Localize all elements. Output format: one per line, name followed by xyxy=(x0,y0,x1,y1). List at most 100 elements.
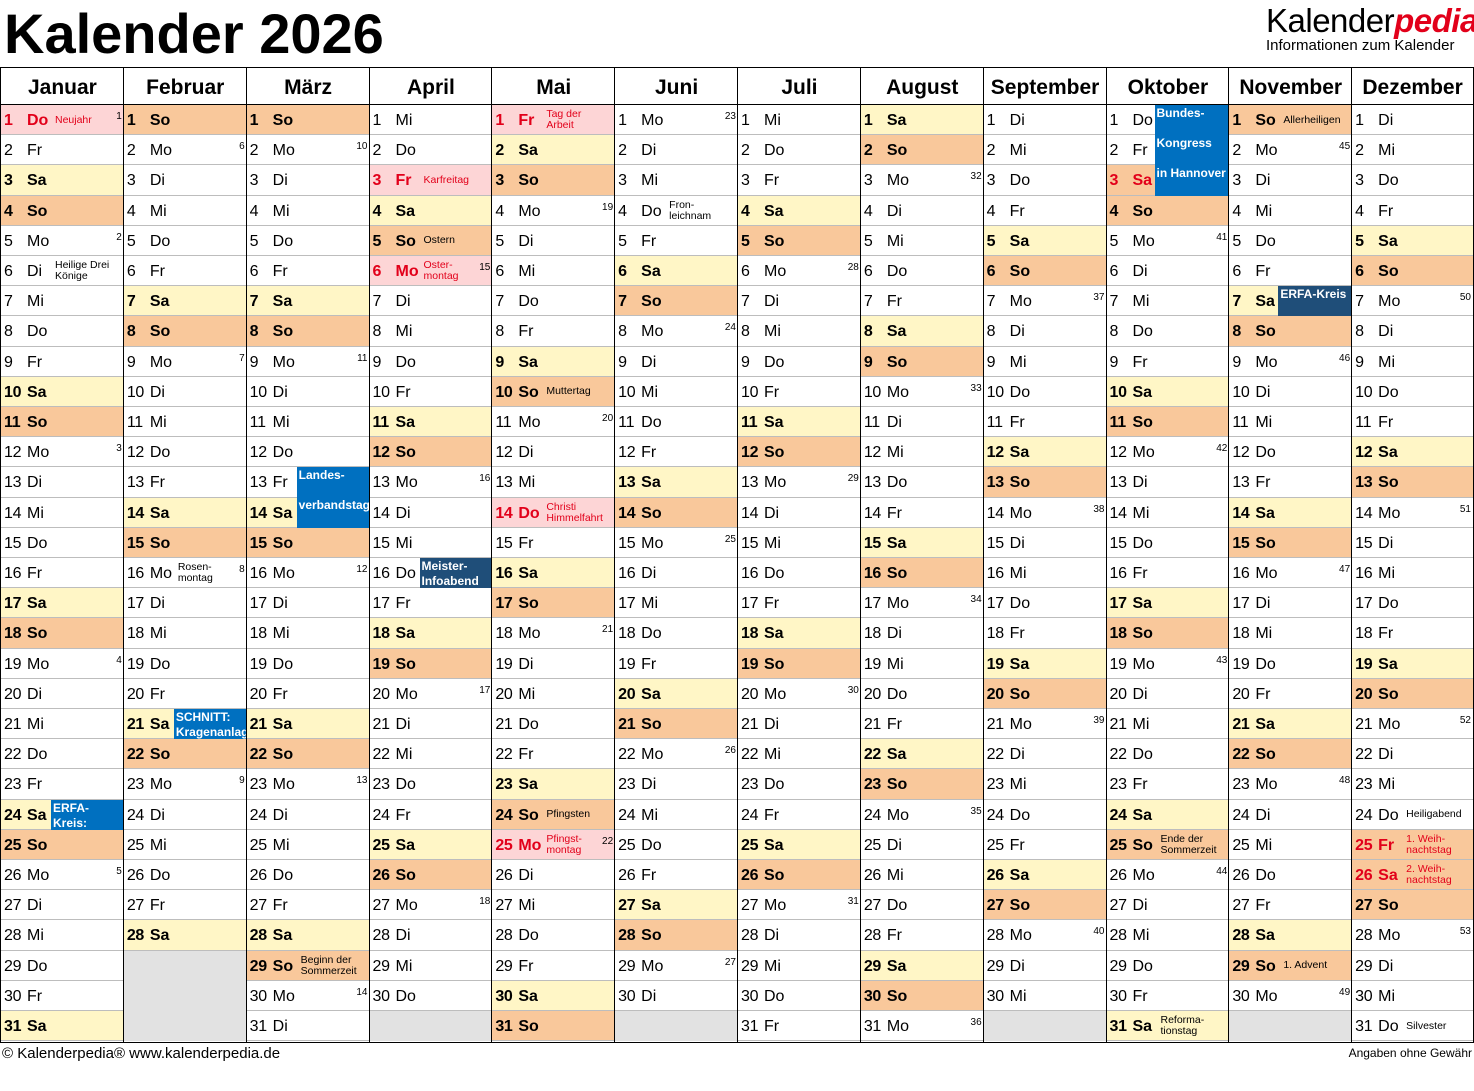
day-cell[interactable]: 16 Mo 47 xyxy=(1229,558,1353,589)
day-cell[interactable]: 22 Do xyxy=(1,739,124,770)
day-cell[interactable]: 22 So xyxy=(123,739,247,770)
day-cell[interactable]: 15 So xyxy=(1229,527,1353,558)
day-cell[interactable]: 20 So xyxy=(983,678,1107,709)
day-cell[interactable]: 10 Di xyxy=(123,377,247,407)
day-cell[interactable]: 17 Di xyxy=(1229,588,1353,619)
day-cell[interactable]: 12 Fr xyxy=(615,437,738,468)
day-cell[interactable]: 7 Sa xyxy=(123,286,247,317)
day-cell[interactable]: 29 So Beginn der Sommerzeit xyxy=(246,950,370,981)
day-cell[interactable]: 11 Mo 20 xyxy=(492,407,616,438)
day-cell[interactable]: 13 Do xyxy=(860,467,984,498)
day-cell[interactable]: 22 Mi xyxy=(369,739,493,770)
day-cell[interactable]: 13 Sa xyxy=(615,467,738,498)
day-cell[interactable]: 19 Fr xyxy=(615,649,738,679)
day-cell[interactable]: 21 Sa xyxy=(246,709,370,740)
day-cell[interactable]: 27 Mo 31 xyxy=(738,890,861,921)
day-cell[interactable]: 31 Sa xyxy=(1,1011,124,1042)
day-cell[interactable]: 18 Fr xyxy=(983,618,1107,649)
event-block[interactable]: Bundes- Kongress in Hannover xyxy=(1154,105,1230,196)
day-cell[interactable]: 25 So Ende der Sommerzeit xyxy=(1106,829,1230,860)
day-cell[interactable]: 27 Do xyxy=(860,890,984,921)
day-cell[interactable]: 23 Mi xyxy=(983,769,1107,800)
day-cell[interactable]: 14 So xyxy=(615,497,738,528)
day-cell[interactable]: 17 Mo 34 xyxy=(860,588,984,619)
day-cell[interactable]: 24 Fr xyxy=(369,800,493,830)
day-cell[interactable]: 14 Do Christi Himmelfahrt xyxy=(492,497,616,528)
day-cell[interactable]: 9 Mo 46 xyxy=(1229,347,1353,377)
day-cell[interactable]: 26 Fr xyxy=(615,860,738,891)
day-cell[interactable]: 7 Mi xyxy=(1,286,124,317)
day-cell[interactable]: 8 Do xyxy=(1106,316,1230,347)
day-cell[interactable]: 12 Do xyxy=(246,437,370,468)
day-cell[interactable]: 18 Do xyxy=(615,618,738,649)
day-cell[interactable]: 26 Di xyxy=(492,860,616,891)
day-cell[interactable]: 1 So xyxy=(123,105,247,136)
day-cell[interactable]: 19 Mo 43 xyxy=(1106,649,1230,679)
day-cell[interactable]: 11 Fr xyxy=(1352,407,1473,438)
day-cell[interactable]: 28 Sa xyxy=(246,920,370,951)
day-cell[interactable]: 29 Di xyxy=(983,951,1107,981)
day-cell[interactable]: 9 Do xyxy=(369,347,493,377)
day-cell[interactable]: 6 Mo Oster- montag 15 xyxy=(369,256,493,287)
event-block[interactable]: ERFA- Kreis: xyxy=(51,799,124,830)
day-cell[interactable]: 9 Fr xyxy=(1106,347,1230,377)
day-cell[interactable]: 17 Mi xyxy=(615,588,738,619)
day-cell[interactable]: 21 Do xyxy=(492,709,616,740)
day-cell[interactable]: 9 Mi xyxy=(1352,347,1473,377)
day-cell[interactable]: 10 Sa xyxy=(1,376,124,407)
day-cell[interactable]: 15 Di xyxy=(1352,528,1473,558)
day-cell[interactable]: 30 So xyxy=(860,980,984,1011)
day-cell[interactable]: 12 Do xyxy=(1229,437,1353,468)
day-cell[interactable]: 29 Do xyxy=(1106,951,1230,981)
day-cell[interactable]: 15 Do xyxy=(1106,528,1230,558)
day-cell[interactable]: 1 So Allerheiligen xyxy=(1229,105,1353,136)
day-cell[interactable]: 22 Mo 26 xyxy=(615,739,738,770)
day-cell[interactable]: 18 Mi xyxy=(246,618,370,649)
day-cell[interactable]: 4 Di xyxy=(860,196,984,226)
day-cell[interactable]: 24 Do xyxy=(983,800,1107,830)
day-cell[interactable]: 26 Sa xyxy=(983,860,1107,891)
day-cell[interactable]: 17 Fr xyxy=(369,588,493,619)
day-cell[interactable]: 11 Do xyxy=(615,407,738,438)
day-cell[interactable]: 16 Sa xyxy=(492,558,616,589)
day-cell[interactable]: 12 Mi xyxy=(860,437,984,468)
day-cell[interactable]: 8 Sa xyxy=(860,316,984,347)
day-cell[interactable]: 28 Mi xyxy=(1,920,124,951)
day-cell[interactable]: 29 Sa xyxy=(860,950,984,981)
day-cell[interactable]: 2 Mo 10 xyxy=(246,135,370,166)
day-cell[interactable]: 29 Mo 27 xyxy=(615,951,738,981)
day-cell[interactable]: 17 Fr xyxy=(738,588,861,619)
day-cell[interactable]: 22 Di xyxy=(1352,739,1473,770)
day-cell[interactable]: 23 Di xyxy=(615,769,738,800)
day-cell[interactable]: 19 Mi xyxy=(860,649,984,679)
day-cell[interactable]: 22 Sa xyxy=(860,739,984,770)
day-cell[interactable]: 30 Fr xyxy=(1,981,124,1011)
day-cell[interactable]: 17 So xyxy=(492,588,616,619)
day-cell[interactable]: 28 Sa xyxy=(1229,920,1353,951)
day-cell[interactable]: 30 Sa xyxy=(492,980,616,1011)
day-cell[interactable]: 25 Mi xyxy=(1229,830,1353,860)
day-cell[interactable]: 8 Fr xyxy=(492,316,616,347)
day-cell[interactable]: 6 Fr xyxy=(1229,256,1353,287)
day-cell[interactable]: 23 Mi xyxy=(1352,769,1473,800)
day-cell[interactable]: 18 Sa xyxy=(738,618,861,649)
day-cell[interactable]: 2 Di xyxy=(615,135,738,166)
day-cell[interactable]: 13 Fr xyxy=(123,467,247,498)
day-cell[interactable]: 31 Sa Reforma- tionstag xyxy=(1106,1011,1230,1042)
day-cell[interactable]: 1 Mi xyxy=(738,105,861,136)
day-cell[interactable]: 15 Di xyxy=(983,528,1107,558)
day-cell[interactable]: 29 Mi xyxy=(369,951,493,981)
day-cell[interactable]: 25 Mo Pfingst- montag 22 xyxy=(492,829,616,860)
day-cell[interactable]: 14 Di xyxy=(738,498,861,528)
day-cell[interactable]: 17 Do xyxy=(983,588,1107,619)
day-cell[interactable]: 4 Fr xyxy=(983,196,1107,226)
day-cell[interactable]: 16 Mi xyxy=(1352,558,1473,589)
day-cell[interactable]: 2 Mi xyxy=(1352,135,1473,166)
day-cell[interactable]: 11 So xyxy=(1,407,124,438)
day-cell[interactable]: 30 Do xyxy=(738,981,861,1011)
day-cell[interactable]: 25 So xyxy=(1,829,124,860)
day-cell[interactable]: 6 Do xyxy=(860,256,984,287)
event-block[interactable]: Meister- Infoabend xyxy=(419,558,493,589)
day-cell[interactable]: 20 Do xyxy=(860,679,984,709)
day-cell[interactable]: 29 Do xyxy=(1,951,124,981)
